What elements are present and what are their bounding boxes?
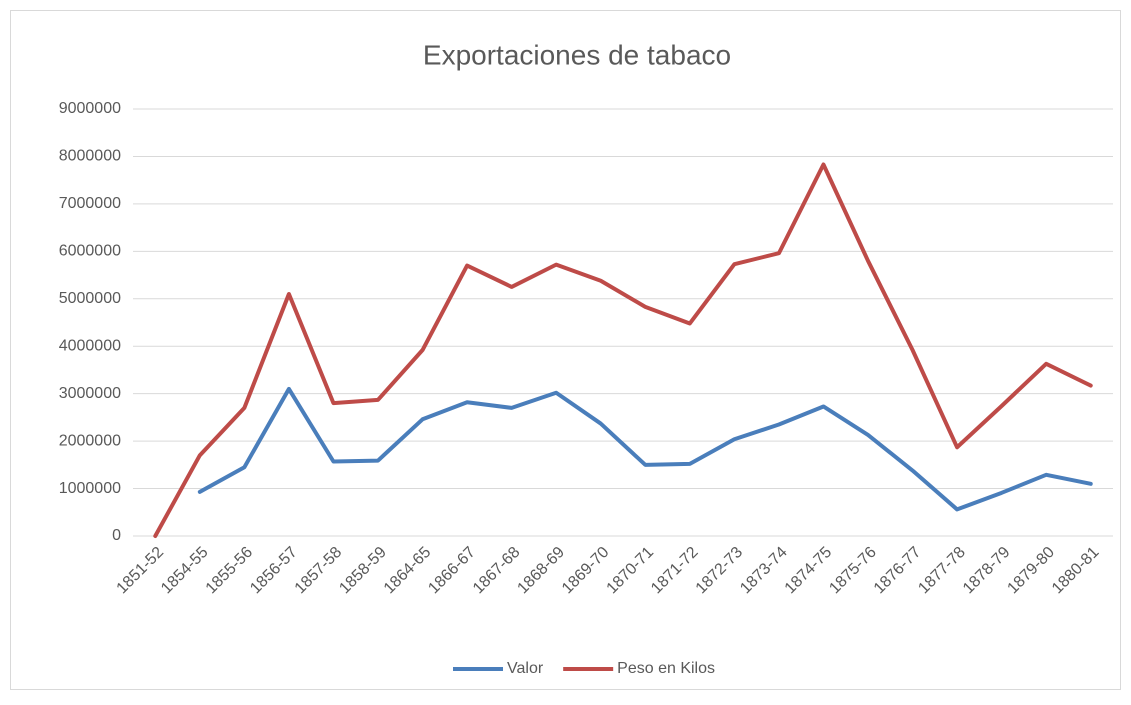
y-tick-label: 4000000 (59, 337, 121, 354)
y-tick-label: 3000000 (59, 385, 121, 402)
chart-title: Exportaciones de tabaco (423, 39, 731, 70)
y-tick-label: 5000000 (59, 290, 121, 307)
series-line (153, 162, 1093, 538)
y-tick-label: 0 (112, 527, 121, 544)
y-tick-label: 8000000 (59, 148, 121, 165)
legend-label: Peso en Kilos (617, 660, 715, 677)
y-tick-label: 1000000 (59, 480, 121, 497)
y-tick-label: 2000000 (59, 432, 121, 449)
y-tick-label: 6000000 (59, 243, 121, 260)
y-tick-label: 7000000 (59, 195, 121, 212)
legend-label: Valor (507, 660, 544, 677)
chart-border (10, 10, 1121, 690)
y-tick-label: 9000000 (59, 100, 121, 117)
series-line (197, 386, 1093, 512)
